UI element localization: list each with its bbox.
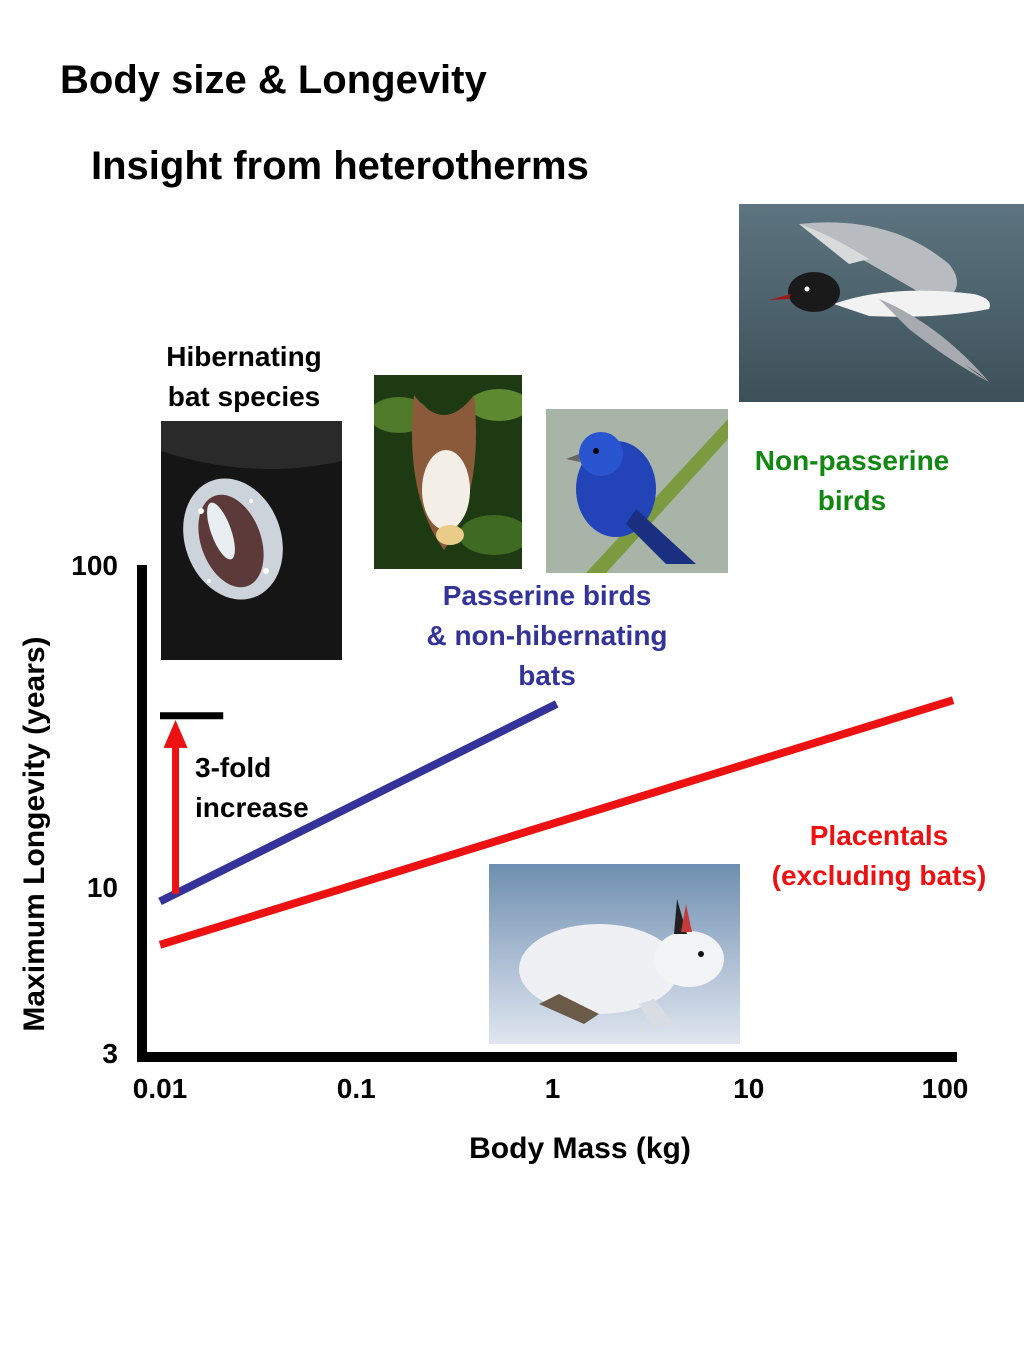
x-tick-label: 0.1 [337, 1073, 376, 1104]
y-tick-label: 10 [87, 872, 118, 903]
hibernating-label-line2: bat species [167, 381, 321, 412]
x-tick-label: 1 [545, 1073, 561, 1104]
series-line-passerine [158, 700, 559, 906]
passerine-label-line2: & non-hibernating [426, 620, 668, 651]
fruit-bat-photo [374, 375, 522, 569]
y-tick-label: 100 [71, 550, 118, 581]
hare-photo [489, 864, 740, 1044]
page-title: Body size & Longevity [60, 58, 487, 102]
hibernating-label-line1: Hibernating [166, 341, 322, 372]
placentals-label: Placentals (excluding bats) [740, 816, 1018, 896]
fold-arrow-head [163, 719, 188, 748]
passerine-label-line1: Passerine birds [442, 580, 652, 611]
placentals-label-line2: (excluding bats) [771, 860, 987, 891]
hibernating-bat-label: Hibernating bat species [136, 337, 352, 417]
fold-label-line2: increase [195, 792, 309, 823]
series-line-placentals [158, 696, 955, 949]
fold-increase-label: 3-fold increase [195, 748, 309, 828]
nonpasserine-label-line2: birds [817, 485, 887, 516]
passerine-label-line3: bats [518, 660, 576, 691]
indigo-bunting-photo [546, 409, 728, 573]
hibernating-bat-photo [161, 421, 342, 660]
nonpasserine-label-line1: Non-passerine [754, 445, 950, 476]
gull-photo [739, 204, 1024, 402]
nonpasserine-label: Non-passerine birds [722, 441, 982, 521]
passerine-label: Passerine birds & non-hibernating bats [387, 576, 707, 696]
y-axis-title: Maximum Longevity (years) [18, 636, 51, 1031]
x-axis-title: Body Mass (kg) [469, 1132, 691, 1165]
x-tick-label: 10 [733, 1073, 764, 1104]
x-tick-label: 100 [922, 1073, 969, 1104]
placentals-label-line1: Placentals [809, 820, 949, 851]
page-subtitle: Insight from heterotherms [91, 144, 589, 188]
x-tick-label: 0.01 [133, 1073, 188, 1104]
y-tick-label: 3 [102, 1038, 118, 1069]
fold-label-line1: 3-fold [195, 752, 272, 783]
